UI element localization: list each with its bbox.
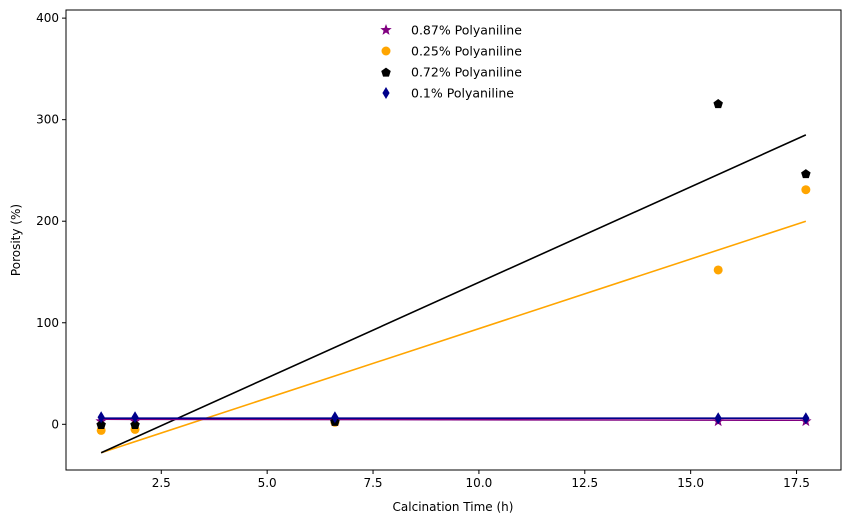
y-tick-label: 400 — [36, 11, 59, 25]
x-tick-label: 15.0 — [677, 476, 704, 490]
legend: 0.87% Polyaniline 0.25% Polyaniline 0.72% … — [380, 23, 522, 101]
data-point — [802, 412, 810, 425]
y-tick-label: 0 — [51, 417, 59, 431]
x-tick-label: 10.0 — [466, 476, 493, 490]
data-points — [95, 99, 812, 435]
x-tick-label: 12.5 — [571, 476, 598, 490]
y-tick-label: 100 — [36, 316, 59, 330]
legend-label: 0.72% Polyaniline — [411, 65, 522, 80]
x-tick-label: 2.5 — [152, 476, 171, 490]
x-tick-label: 17.5 — [783, 476, 810, 490]
legend-marker — [382, 87, 390, 99]
x-tick-label: 7.5 — [363, 476, 382, 490]
data-point — [801, 169, 811, 179]
data-point — [331, 411, 339, 424]
legend-label: 0.25% Polyaniline — [411, 44, 522, 59]
data-point — [96, 419, 106, 429]
fit-line — [100, 220, 807, 454]
data-point — [714, 412, 722, 425]
legend-marker — [381, 46, 391, 56]
data-point — [97, 411, 105, 424]
x-tick-label: 5.0 — [258, 476, 277, 490]
y-axis-label: Porosity (%) — [9, 204, 23, 276]
plot-frame — [65, 9, 842, 471]
fit-lines — [100, 134, 807, 454]
fit-line — [100, 134, 807, 454]
y-tick-label: 300 — [36, 113, 59, 127]
data-point — [130, 419, 140, 429]
x-axis-ticks: 2.5 5.0 7.5 10.0 12.5 15.0 17.5 — [152, 470, 810, 490]
data-point — [713, 99, 723, 109]
legend-label: 0.1% Polyaniline — [411, 86, 514, 101]
data-point — [713, 265, 723, 275]
fit-line — [101, 418, 806, 422]
legend-marker — [380, 24, 392, 35]
legend-marker — [381, 67, 391, 77]
y-tick-label: 200 — [36, 214, 59, 228]
legend-label: 0.87% Polyaniline — [411, 23, 522, 38]
y-axis-ticks: 0 100 200 300 400 — [36, 11, 66, 431]
data-point — [131, 411, 139, 424]
data-point — [801, 185, 811, 195]
x-axis-label: Calcination Time (h) — [393, 500, 514, 514]
